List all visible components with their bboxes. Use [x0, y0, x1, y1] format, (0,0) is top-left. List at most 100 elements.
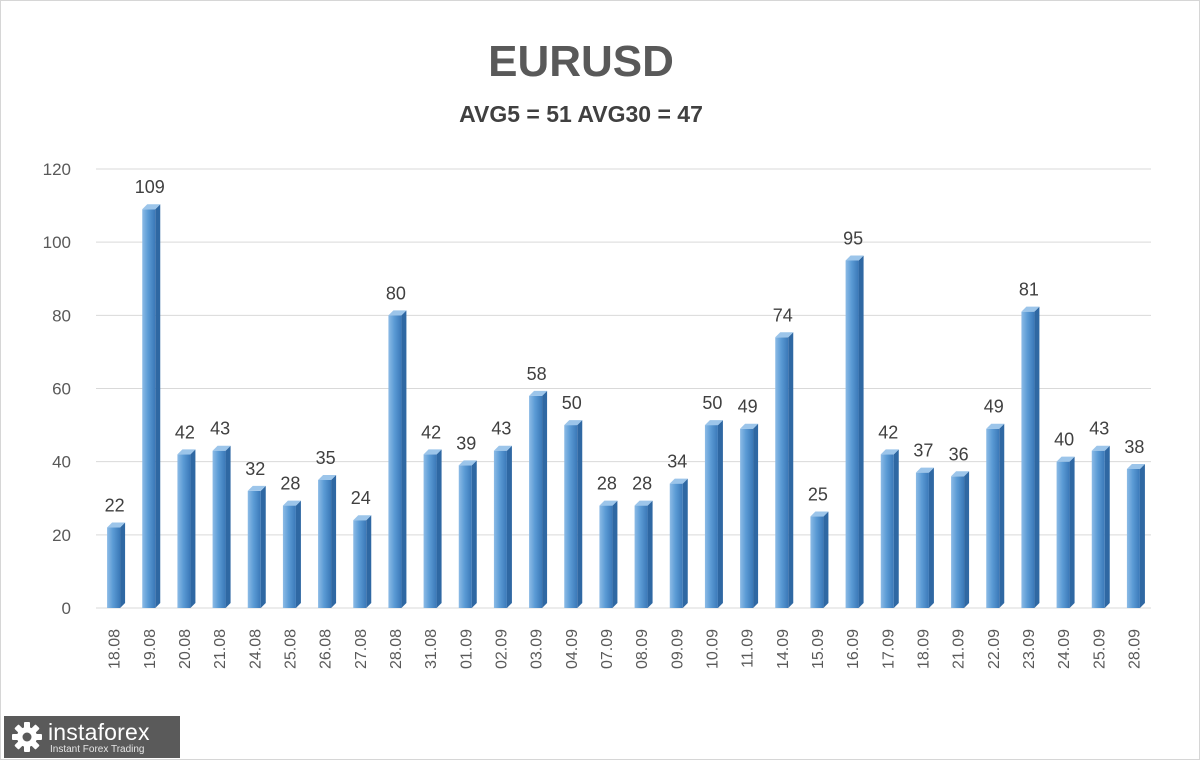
bar-side — [1139, 463, 1145, 608]
x-tick-label: 25.09 — [1091, 629, 1108, 669]
bar-side — [717, 420, 723, 608]
data-label: 58 — [527, 364, 547, 384]
bar-front — [318, 479, 332, 608]
x-tick-label: 23.09 — [1021, 629, 1038, 669]
x-tick-label: 24.09 — [1056, 629, 1073, 669]
x-tick-label: 18.08 — [107, 629, 124, 669]
data-label: 49 — [738, 397, 758, 417]
data-label: 40 — [1054, 430, 1074, 450]
data-label: 24 — [351, 488, 371, 508]
x-axis-ticks: 18.08 19.08 20.08 21.08 24.08 25.08 26.08 27.08… — [107, 629, 1144, 669]
bar — [142, 204, 161, 608]
data-label: 36 — [949, 444, 969, 464]
bar-top — [212, 445, 231, 451]
bar-side — [858, 255, 864, 609]
bar-top — [669, 478, 688, 484]
x-tick-label: 04.09 — [564, 629, 581, 669]
bar — [247, 485, 266, 608]
bar-top — [388, 310, 407, 316]
x-tick-label: 25.08 — [282, 629, 299, 669]
x-tick-label: 21.09 — [951, 629, 968, 669]
bar — [282, 500, 301, 608]
bar — [177, 449, 196, 608]
x-tick-label: 21.08 — [212, 629, 229, 669]
bar — [1091, 445, 1110, 608]
bar-front — [669, 483, 683, 608]
bar-top — [704, 420, 723, 426]
data-label: 81 — [1019, 280, 1039, 300]
bar-top — [247, 485, 266, 491]
chart-title: EURUSD — [488, 37, 674, 86]
bar — [107, 522, 126, 608]
x-tick-label: 19.08 — [142, 629, 159, 669]
x-tick-label: 20.08 — [177, 629, 194, 669]
data-label: 50 — [702, 393, 722, 413]
bar-front — [107, 527, 121, 608]
x-tick-label: 02.09 — [493, 629, 510, 669]
bar-side — [753, 423, 759, 608]
bar — [915, 467, 934, 608]
data-label: 35 — [316, 448, 336, 468]
bar-top — [564, 420, 583, 426]
data-label: 42 — [878, 422, 898, 442]
bar-top — [529, 390, 548, 396]
x-tick-label: 17.09 — [880, 629, 897, 669]
bar-side — [260, 485, 266, 608]
data-label: 32 — [245, 459, 265, 479]
bar-front — [247, 490, 261, 608]
logo-tagline: Instant Forex Trading — [50, 744, 145, 755]
x-tick-label: 16.09 — [845, 629, 862, 669]
x-tick-label: 10.09 — [704, 629, 721, 669]
bar-side — [295, 500, 301, 608]
bar-side — [401, 310, 407, 608]
bar-front — [810, 516, 824, 608]
y-tick-label: 60 — [52, 380, 71, 399]
bar-top — [951, 471, 970, 477]
bar-front — [986, 428, 1000, 608]
bar — [388, 310, 407, 608]
bar-front — [704, 425, 718, 608]
bar-front — [845, 260, 859, 608]
bar-side — [682, 478, 688, 608]
bar — [880, 449, 899, 608]
bar-front — [634, 505, 648, 608]
bar — [1056, 456, 1075, 608]
bar — [986, 423, 1005, 608]
bar-side — [155, 204, 161, 608]
data-label: 28 — [632, 474, 652, 494]
data-label: 42 — [175, 422, 195, 442]
bar-front — [880, 454, 894, 608]
data-label: 43 — [1089, 419, 1109, 439]
x-tick-label: 09.09 — [669, 629, 686, 669]
data-label: 42 — [421, 422, 441, 442]
data-label: 38 — [1124, 437, 1144, 457]
logo-name: instaforex — [48, 719, 150, 745]
y-tick-label: 20 — [52, 526, 71, 545]
bar — [1126, 463, 1145, 608]
bar-top — [599, 500, 618, 506]
bar-top — [775, 332, 794, 338]
bar — [740, 423, 759, 608]
bar — [775, 332, 794, 608]
bar — [1021, 306, 1040, 608]
bar-side — [647, 500, 653, 608]
bar-side — [1034, 306, 1040, 608]
bar-top — [423, 449, 442, 455]
bar-top — [1126, 463, 1145, 469]
y-tick-label: 100 — [43, 233, 71, 252]
bar-side — [788, 332, 794, 608]
bar-front — [177, 454, 191, 608]
bar — [353, 515, 372, 608]
bar-front — [740, 428, 754, 608]
bar-top — [1091, 445, 1110, 451]
gear-icon — [12, 722, 42, 752]
x-tick-label: 01.09 — [458, 629, 475, 669]
bar-side — [612, 500, 618, 608]
bar-side — [1104, 445, 1110, 608]
bar-side — [964, 471, 970, 608]
x-tick-label: 24.08 — [247, 629, 264, 669]
bar-front — [915, 472, 929, 608]
bar-top — [810, 511, 829, 517]
